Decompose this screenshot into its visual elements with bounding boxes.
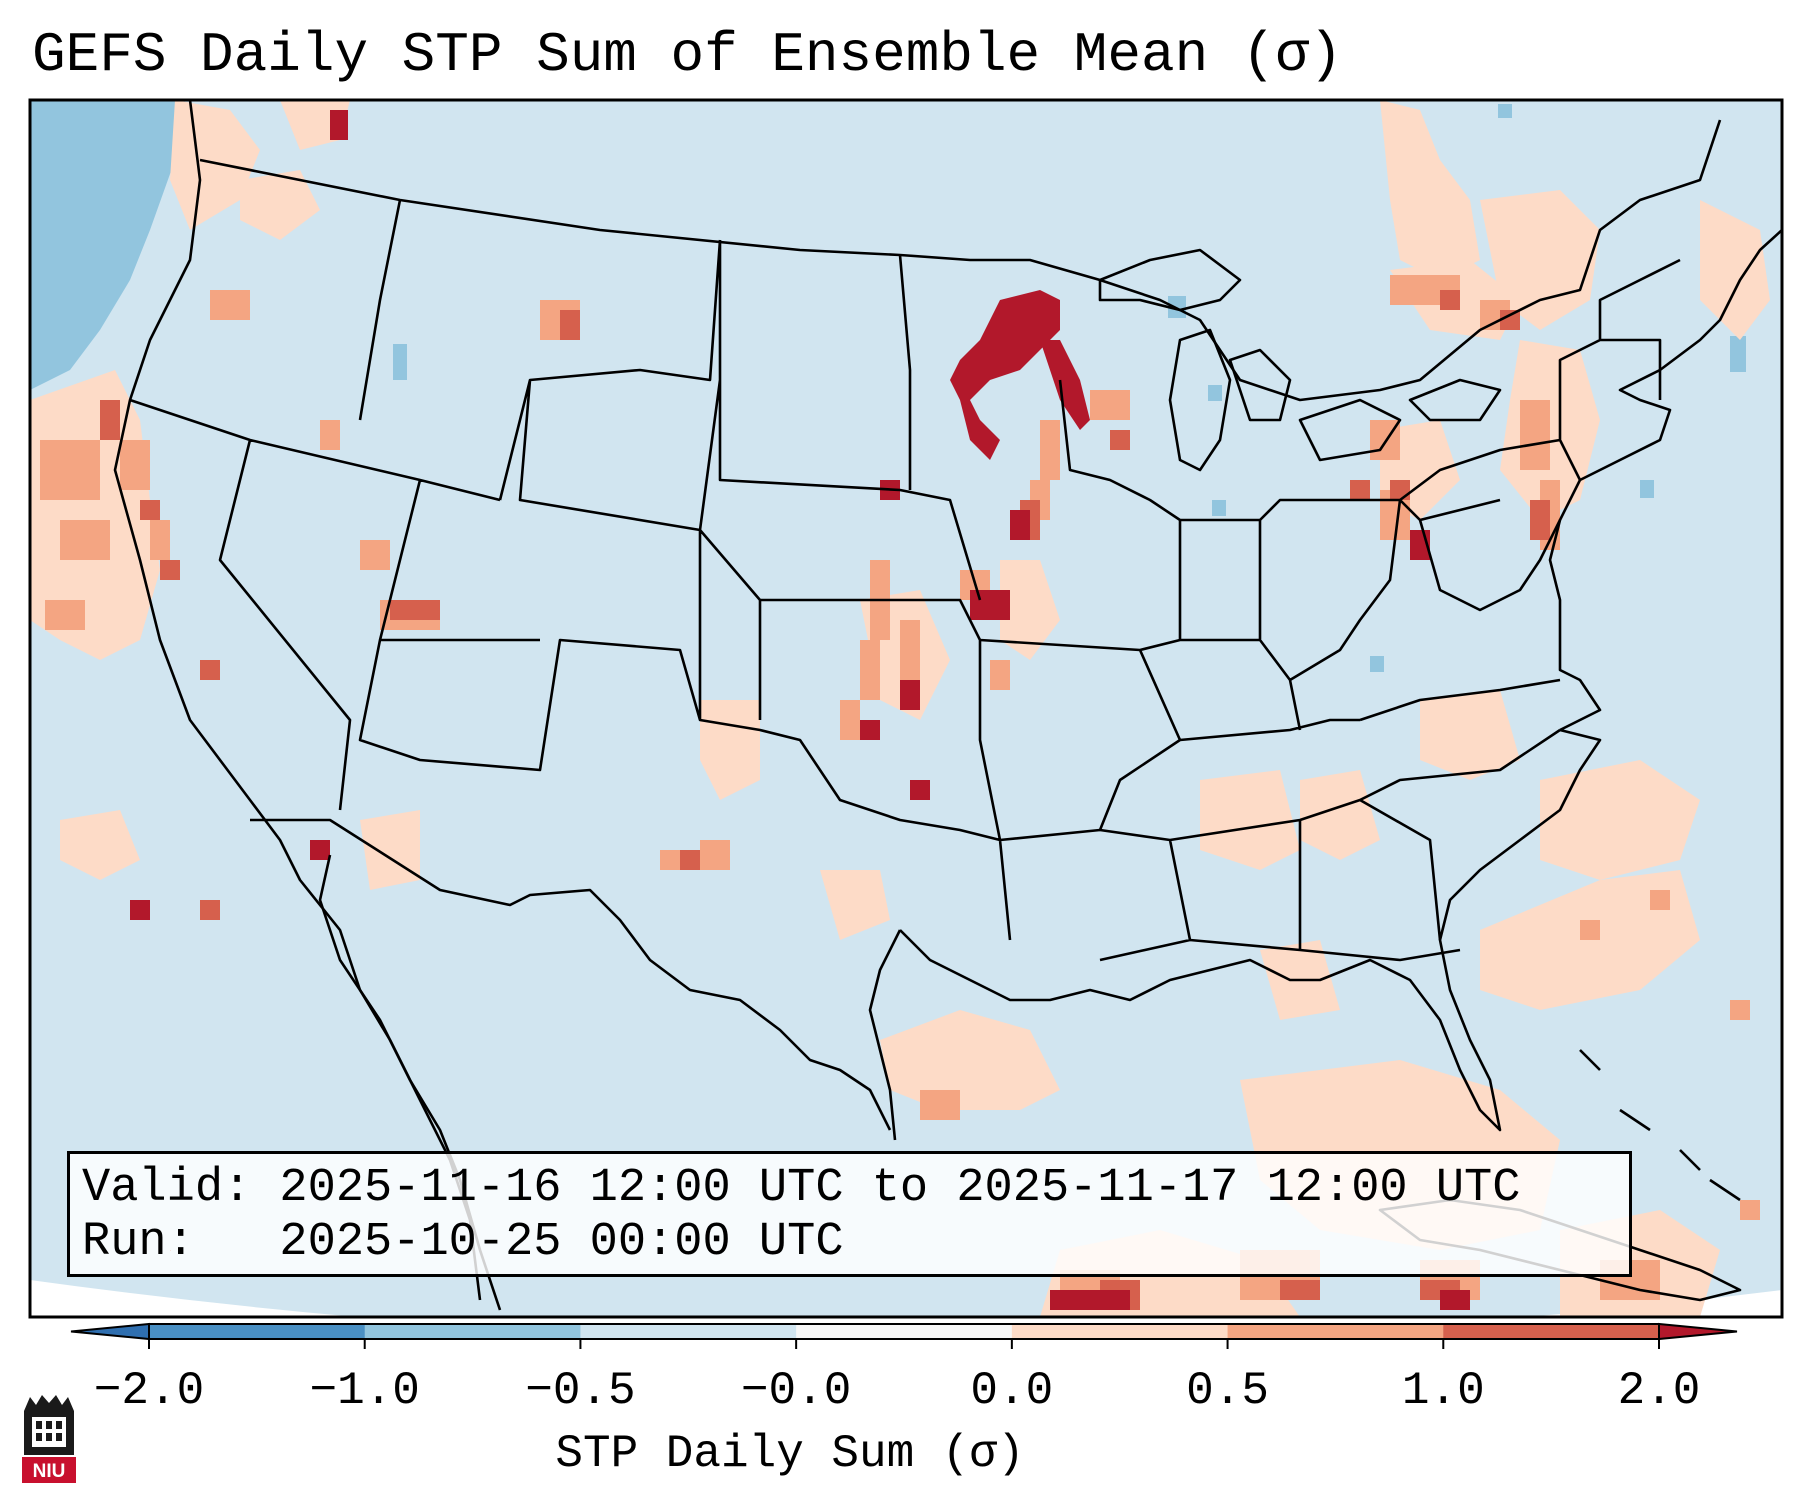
bahamas: [1579, 1049, 1741, 1202]
map-title: GEFS Daily STP Sum of Ensemble Mean (σ): [32, 23, 1343, 87]
colorbar-tick-label: −2.0: [93, 1365, 205, 1417]
valid-time-line: Valid: 2025-11-16 12:00 UTC to 2025-11-1…: [82, 1162, 1521, 1215]
great-lakes: [1098, 248, 1502, 472]
colorbar-tick-label: 1.0: [1401, 1365, 1485, 1417]
valid-run-box: Valid: 2025-11-16 12:00 UTC to 2025-11-1…: [67, 1151, 1632, 1277]
political-boundaries: [113, 100, 1782, 1311]
map-frame: [28, 98, 1784, 1319]
texas-coast: [868, 929, 902, 1141]
run-time-line: Run: 2025-10-25 00:00 UTC: [82, 1216, 844, 1269]
colorbar-tick-label: 2.0: [1617, 1365, 1701, 1417]
colorbar-tick-label: 0.5: [1186, 1365, 1269, 1417]
west-coast: [113, 100, 482, 1301]
canada-us-border: [199, 119, 1722, 402]
colorbar-tick-label: −0.5: [525, 1365, 636, 1417]
colorbar-label: STP Daily Sum (σ): [555, 1428, 1025, 1480]
niu-logo-text: NIU: [33, 1461, 66, 1482]
gulf-coast: [899, 728, 1602, 1132]
east-coast: [1548, 229, 1782, 732]
colorbar-tick-label: −0.0: [740, 1365, 852, 1417]
negative-anomaly-region: [30, 100, 185, 390]
colorbar-tick-label: −1.0: [309, 1365, 420, 1417]
niu-logo: NIU: [22, 1395, 76, 1483]
negative-anomaly-cells: [393, 104, 1746, 672]
us-mexico-border: [250, 818, 892, 1131]
colorbar-tick-label: 0.0: [970, 1365, 1054, 1417]
state-lines: [129, 199, 1681, 962]
positive-extreme-region: [130, 110, 1470, 1310]
